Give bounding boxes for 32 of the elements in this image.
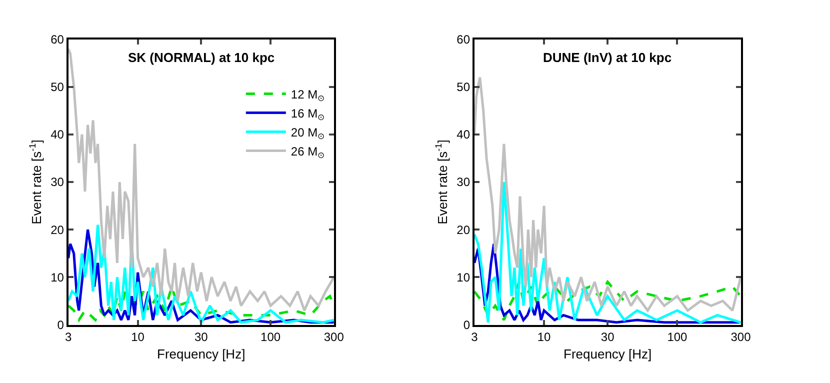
y-tick-label: 30 xyxy=(456,175,470,190)
text: SK (NORMAL) at 10 kpc xyxy=(128,50,275,65)
x-tick-label: 10 xyxy=(131,330,145,344)
y-tick-label: 30 xyxy=(50,175,64,190)
y-tick-label: 40 xyxy=(456,128,470,142)
x-tick-label: 30 xyxy=(600,330,615,344)
x-tick-label: 3 xyxy=(65,330,72,344)
x-axis-title: Frequency [Hz] xyxy=(157,346,246,362)
y-tick-label: 60 xyxy=(456,32,470,46)
y-tick-label: 10 xyxy=(456,270,470,284)
y-tick-label: 20 xyxy=(50,222,64,237)
x-tick-label: 100 xyxy=(260,330,281,344)
y-tick-label: 40 xyxy=(50,128,64,142)
x-tick-label: 300 xyxy=(324,330,344,344)
y-tick-label: 10 xyxy=(50,270,64,284)
x-tick-label: 30 xyxy=(194,330,208,344)
x-tick-label: 10 xyxy=(537,330,552,344)
y-tick-label: 60 xyxy=(50,32,64,46)
text: DUNE (InV) at 10 kpc xyxy=(543,50,672,65)
x-tick-label: 100 xyxy=(667,330,688,344)
y-tick-label: 0 xyxy=(57,318,64,332)
legend-label: 12 M$_{⊙}$ xyxy=(290,87,325,103)
x-tick-label: 3 xyxy=(471,330,478,344)
y-tick-label: 50 xyxy=(456,80,470,94)
y-tick-label: 0 xyxy=(463,318,470,332)
y-tick-label: 50 xyxy=(50,80,64,94)
x-axis-title: Frequency [Hz] xyxy=(564,346,652,362)
y-tick-label: 20 xyxy=(456,222,470,237)
legend-label: 16 M$_{⊙}$ xyxy=(290,106,325,122)
x-tick-label: 300 xyxy=(730,330,752,344)
legend-label: 20 M$_{⊙}$ xyxy=(290,125,325,141)
legend-label: 26 M$_{⊙}$ xyxy=(290,144,325,160)
